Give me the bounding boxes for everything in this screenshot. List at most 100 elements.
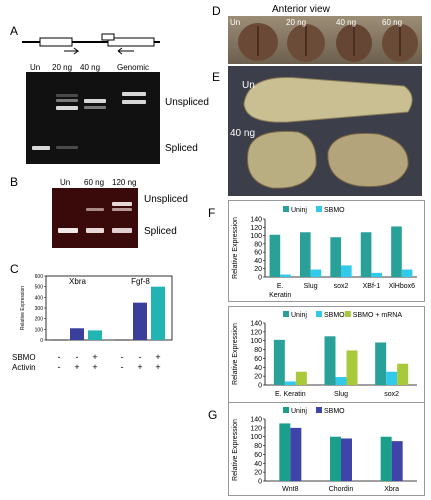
bar <box>380 436 392 481</box>
bar <box>51 339 67 341</box>
category-label: Chordin <box>329 486 354 493</box>
y-tick-label: 40 <box>254 461 262 468</box>
y-tick-label: 120 <box>250 329 262 336</box>
gel-a-spliced-label: Spliced <box>165 143 198 154</box>
legend-label: SBMO <box>324 312 345 319</box>
bar <box>70 328 84 340</box>
bar <box>330 436 341 481</box>
condition-symbol: - <box>58 362 61 372</box>
chart-c: 0 100 200 300 400 500 600 Relative Expression Xb… <box>12 274 173 372</box>
y-tick-label: 0 <box>258 479 262 486</box>
y-tick-label: 140 <box>250 217 262 224</box>
legend-swatch <box>283 206 289 212</box>
category-label: E. Keratin <box>275 391 306 398</box>
bar <box>375 342 387 385</box>
y-tick-label: 0 <box>258 275 262 282</box>
y-tick-label: 0 <box>40 338 43 344</box>
y-tick-label: 0 <box>258 383 262 390</box>
bar <box>114 339 130 341</box>
legend-label: SBMO + mRNA <box>353 312 403 319</box>
y-axis-title: Relative Expression <box>232 323 239 385</box>
gel-b-lane-label: Un <box>60 178 71 187</box>
category-label: Wnt8 <box>282 486 298 493</box>
legend-label: Uninj <box>291 312 307 319</box>
category-label: Keratin <box>269 292 291 299</box>
bar <box>151 286 165 340</box>
y-axis-title: Relative Expression <box>232 217 239 279</box>
bar <box>386 371 398 385</box>
y-tick-label: 500 <box>35 285 44 291</box>
y-tick-label: 60 <box>254 250 262 257</box>
y-tick-label: 80 <box>254 347 262 354</box>
panel-g-letter: G <box>208 408 218 422</box>
bar <box>324 336 336 385</box>
legend-label: Uninj <box>291 207 307 214</box>
y-tick-label: 100 <box>250 338 262 345</box>
condition-symbol: + <box>92 352 97 362</box>
y-tick-label: 80 <box>254 443 262 450</box>
gel-image-b <box>52 188 138 248</box>
y-tick-label: 300 <box>35 306 44 312</box>
category-label: Xbra <box>384 486 399 493</box>
bar <box>284 381 296 385</box>
condition-symbol: - <box>121 352 124 362</box>
legend-swatch <box>316 311 322 317</box>
gel-b-spliced-label: Spliced <box>144 226 177 237</box>
group-label: Xbra <box>69 277 86 286</box>
y-tick-label: 600 <box>35 274 44 280</box>
gel-b-lane-label: 120 ng <box>112 178 137 187</box>
condition-row-label: Activin <box>12 363 36 372</box>
condition-symbol: + <box>155 362 160 372</box>
embryo-photo-anterior: Un 20 ng 40 ng 60 ng <box>228 16 422 64</box>
gel-a-lane-label: Genomic <box>117 63 150 72</box>
y-tick-label: 120 <box>250 225 262 232</box>
y-tick-label: 20 <box>254 374 262 381</box>
panel-d-letter: D <box>212 4 221 18</box>
panel-f-letter: F <box>208 206 216 220</box>
bar <box>295 371 307 385</box>
bar <box>401 269 413 277</box>
embryo-dose-label: 20 ng <box>286 18 307 27</box>
y-tick-label: 140 <box>250 321 262 328</box>
category-label: XlHbox6 <box>389 283 416 290</box>
condition-symbol: - <box>121 362 124 372</box>
category-label: Slug <box>334 391 348 398</box>
bar <box>269 234 281 277</box>
y-tick-label: 20 <box>254 470 262 477</box>
bar <box>391 441 403 481</box>
bar <box>280 274 291 277</box>
bar <box>310 269 322 277</box>
legend-swatch <box>316 206 322 212</box>
condition-row-label: SBMO <box>12 353 36 362</box>
condition-symbol: + <box>74 362 79 372</box>
gel-b-lane-label: 60 ng <box>84 178 105 187</box>
y-tick-label: 60 <box>254 452 262 459</box>
y-tick-label: 120 <box>250 425 262 432</box>
panel-e-letter: E <box>212 70 221 84</box>
legend-swatch <box>316 407 322 413</box>
bar <box>371 272 383 277</box>
bar <box>133 302 147 340</box>
category-label: XBf-1 <box>363 283 381 290</box>
legend-label: SBMO <box>324 207 345 214</box>
y-tick-label: 200 <box>35 317 44 323</box>
bar <box>341 438 352 481</box>
condition-symbol: - <box>139 352 142 362</box>
bar <box>299 232 311 277</box>
embryo-dose-label: 60 ng <box>382 18 403 27</box>
y-tick-label: 100 <box>250 233 262 240</box>
gel-a-unspliced-label: Unspliced <box>165 97 209 108</box>
panel-d-title: Anterior view <box>272 4 330 15</box>
y-tick-label: 80 <box>254 241 262 248</box>
bar <box>397 363 409 385</box>
y-tick-label: 100 <box>250 434 262 441</box>
condition-symbol: - <box>58 352 61 362</box>
panel-a-letter: A <box>10 24 19 38</box>
group-label: Fgf-8 <box>131 277 150 286</box>
condition-symbol: + <box>137 362 142 372</box>
category-label: sox2 <box>334 283 349 290</box>
bar <box>290 427 302 481</box>
y-tick-label: 400 <box>35 295 44 301</box>
